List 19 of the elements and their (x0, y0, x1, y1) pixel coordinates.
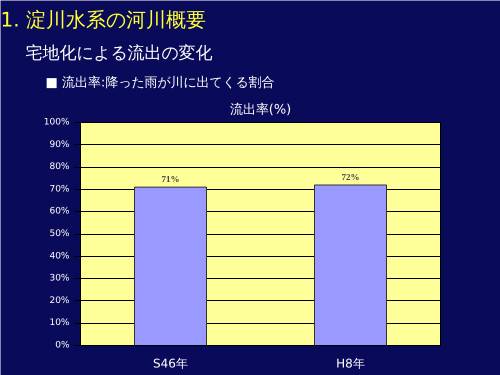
text: 1. 淀川水系の河川概要 (0, 8, 206, 32)
y-tick-label: 90% (49, 140, 70, 150)
y-tick-label: 60% (49, 206, 70, 217)
text: 72% (342, 172, 360, 182)
y-tick-label: 0% (55, 340, 70, 350)
y-tick-label: 20% (49, 296, 70, 306)
y-tick-label: 10% (49, 318, 70, 328)
x-tick-label: S46年 (153, 356, 188, 370)
y-tick-label: 40% (49, 251, 70, 262)
y-tick-label: 70% (49, 184, 70, 194)
text: 宅地化による流出の変化 (26, 44, 212, 64)
text: ■ 流出率:降った雨が川に出てくる割合 (46, 74, 274, 90)
y-tick-label: 50% (49, 229, 70, 239)
y-tick-label: 100% (44, 118, 70, 128)
text: 71% (162, 174, 180, 184)
chart-title: 流出率(%) (230, 102, 292, 118)
y-tick-label: 30% (49, 274, 70, 284)
x-tick-label: H8年 (336, 356, 365, 370)
y-tick-label: 80% (49, 162, 70, 172)
